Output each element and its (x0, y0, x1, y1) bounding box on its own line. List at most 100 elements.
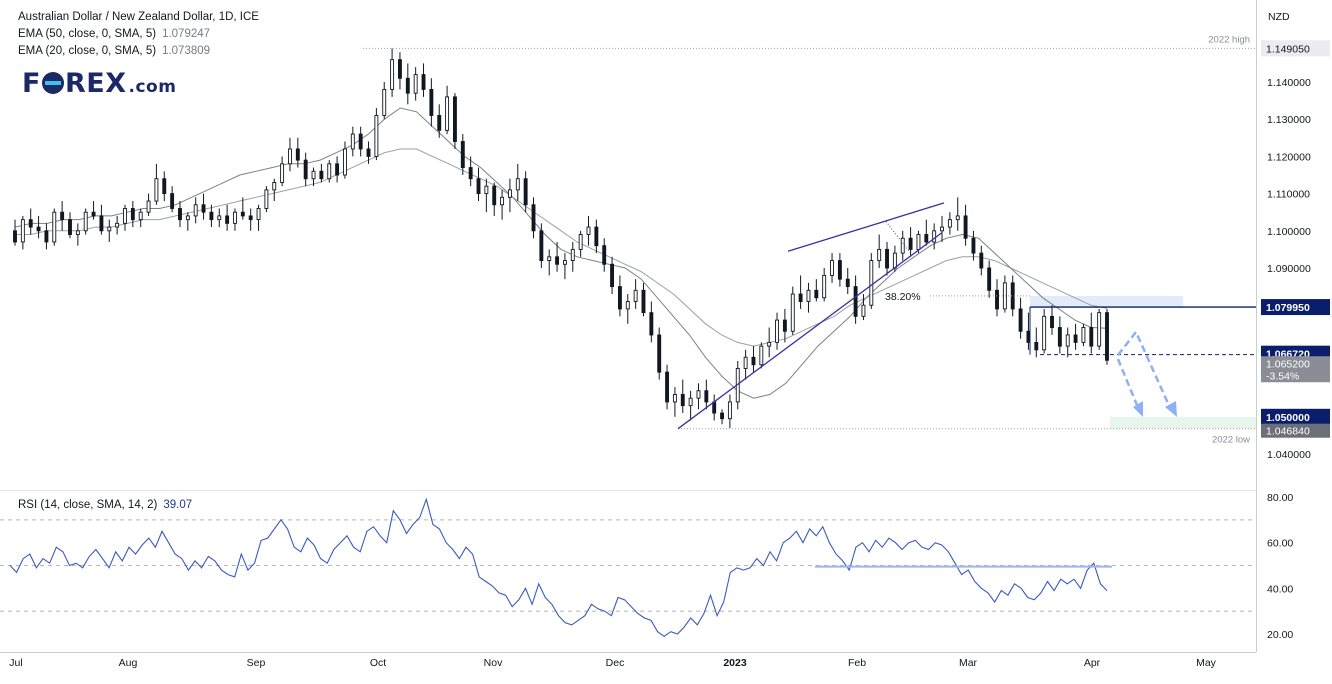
candle-body (52, 211, 57, 243)
candle (1057, 316, 1062, 354)
rsi-tick-label: 40.00 (1267, 583, 1293, 595)
candle-body (562, 260, 567, 265)
time-tick-label: Nov (484, 657, 503, 669)
candle-body (1089, 327, 1094, 347)
candle-body (885, 248, 889, 269)
candle-body (460, 141, 465, 169)
candle (178, 201, 182, 228)
candle-body (397, 59, 402, 79)
candle-body (830, 260, 834, 276)
candle (460, 134, 465, 175)
rsi-tick-label: 80.00 (1267, 492, 1293, 504)
candle (68, 212, 72, 239)
candle-body (657, 334, 662, 373)
candle (303, 152, 308, 187)
candle-body (240, 211, 245, 217)
candle-body (822, 274, 827, 299)
rsi-tick-label: 20.00 (1267, 629, 1293, 641)
time-tick-label: Aug (119, 657, 138, 669)
candle-body (767, 341, 772, 347)
candle (610, 256, 615, 295)
candle (405, 63, 410, 105)
candle (790, 286, 795, 335)
candle (759, 342, 764, 369)
zone-layer (1030, 295, 1256, 429)
candle (814, 279, 819, 302)
candle-body (908, 237, 913, 250)
candle-body (68, 219, 72, 235)
candle-body (610, 263, 615, 288)
candle-body (515, 178, 520, 191)
candle (311, 167, 316, 187)
wedge-lower-line (677, 232, 943, 430)
candle-body (115, 222, 120, 228)
candle (209, 204, 214, 228)
candle (900, 230, 905, 261)
candle (500, 189, 505, 220)
drawings-layer: 2022 high 2022 low 38.20% (363, 34, 1256, 446)
candle (641, 282, 646, 317)
candle (1026, 312, 1031, 350)
candle (13, 219, 17, 246)
candle-body (382, 88, 387, 116)
candle-body (75, 230, 80, 235)
candle (531, 197, 536, 239)
candle (91, 201, 96, 220)
candle (555, 241, 560, 272)
candle-body (256, 208, 261, 221)
candle-layer (13, 48, 1109, 428)
candle-body (751, 356, 756, 366)
candle (767, 327, 772, 358)
candle-body (193, 204, 198, 217)
candle-body (264, 189, 269, 209)
candle (971, 230, 976, 261)
candle-body (405, 77, 410, 94)
candle-body (987, 267, 992, 291)
candle (751, 346, 756, 373)
candle-body (429, 88, 434, 116)
candle-body (555, 256, 560, 265)
candle (649, 301, 654, 343)
time-tick-label: May (1196, 657, 1217, 669)
price-tick-label: 1.090000 (1267, 263, 1311, 275)
candle-body (343, 148, 347, 176)
candle-body (955, 215, 960, 221)
wedge-dotted-line (885, 221, 913, 256)
high-level-note: 2022 high (1208, 34, 1250, 45)
candle (696, 383, 701, 410)
candle-body (28, 219, 33, 228)
candle-body (916, 234, 921, 250)
candle (782, 308, 787, 343)
candle (908, 227, 913, 257)
candle-body (476, 178, 481, 195)
candle (775, 312, 779, 350)
candle-body (272, 181, 277, 191)
candle-body (358, 133, 363, 150)
wedge-upper-line (787, 202, 945, 252)
candle-body (484, 185, 489, 195)
rsi-tick-label: 60.00 (1267, 538, 1293, 550)
candle-body (971, 237, 976, 254)
candle-body (185, 215, 190, 221)
candle-body (1057, 327, 1062, 347)
candle (185, 212, 190, 231)
candle (1097, 308, 1102, 350)
candle-body (940, 226, 944, 232)
candle (940, 215, 944, 242)
candle (335, 156, 340, 183)
candle-body (586, 226, 591, 235)
candle (36, 215, 41, 239)
candle-body (932, 230, 937, 243)
candle-body (743, 356, 748, 369)
candle (680, 379, 685, 414)
candle-body (91, 211, 96, 217)
candle-body (60, 211, 65, 221)
candle-body (13, 230, 17, 243)
candle-body (539, 230, 544, 262)
candle-body (892, 252, 897, 269)
candle (83, 208, 88, 235)
candle-body (1002, 282, 1007, 310)
candle-body (178, 208, 182, 221)
time-tick-label: Feb (848, 657, 866, 669)
